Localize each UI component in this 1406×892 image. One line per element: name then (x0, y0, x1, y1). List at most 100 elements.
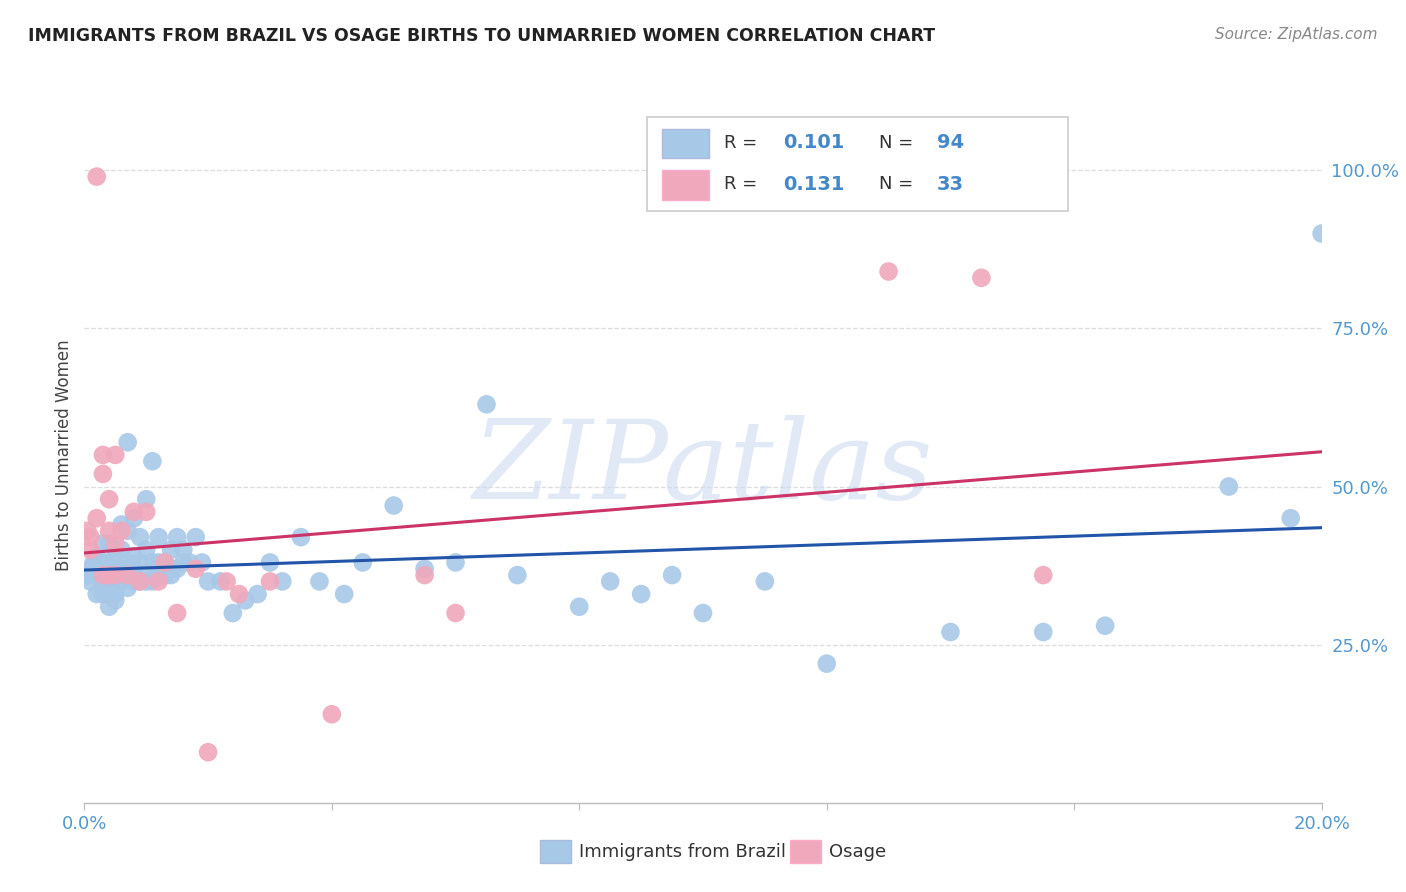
Text: Immigrants from Brazil: Immigrants from Brazil (579, 843, 786, 861)
Point (110, 574, 132, 589)
Point (166, 562, 188, 576)
Point (222, 606, 245, 620)
Point (110, 542, 132, 557)
Point (271, 574, 294, 589)
Point (98, 574, 121, 589)
Point (91, 556, 114, 570)
FancyBboxPatch shape (647, 118, 1069, 211)
Point (89, 562, 111, 576)
Point (129, 556, 152, 570)
Point (191, 556, 214, 570)
Point (122, 574, 145, 589)
Point (135, 542, 157, 557)
Point (104, 587, 127, 601)
Point (444, 556, 467, 570)
Point (148, 556, 170, 570)
Point (1032, 625, 1054, 640)
Point (413, 562, 436, 576)
Point (98, 556, 121, 570)
Point (197, 574, 219, 589)
FancyBboxPatch shape (662, 170, 709, 200)
Point (122, 549, 145, 563)
Point (352, 556, 374, 570)
Point (233, 593, 256, 607)
Point (160, 568, 183, 582)
Point (79, 542, 101, 557)
Point (104, 574, 127, 589)
Point (970, 270, 993, 285)
Point (122, 511, 145, 525)
Point (506, 568, 529, 582)
Text: 94: 94 (936, 133, 965, 152)
Point (104, 536, 127, 550)
Point (246, 587, 269, 601)
Point (1279, 511, 1302, 525)
Point (333, 587, 356, 601)
Text: R =: R = (724, 175, 763, 194)
Point (1310, 227, 1333, 241)
Text: 0.101: 0.101 (783, 133, 845, 152)
FancyBboxPatch shape (540, 840, 571, 863)
Point (110, 524, 132, 538)
Point (98, 568, 121, 582)
Point (79, 562, 101, 576)
Point (215, 574, 238, 589)
Point (141, 454, 163, 468)
Text: N =: N = (879, 134, 918, 152)
Point (104, 556, 127, 570)
Point (76, 568, 98, 582)
FancyBboxPatch shape (662, 128, 709, 158)
Point (1218, 479, 1240, 493)
Point (475, 397, 498, 411)
Point (148, 530, 170, 544)
Point (83, 556, 105, 570)
Point (815, 657, 838, 671)
Text: Osage: Osage (830, 843, 886, 861)
Point (104, 542, 127, 557)
Point (153, 568, 176, 582)
Point (129, 574, 152, 589)
Point (79, 530, 101, 544)
Point (91, 568, 114, 582)
Point (148, 574, 170, 589)
Text: R =: R = (724, 134, 763, 152)
Point (290, 530, 312, 544)
Point (117, 581, 139, 595)
Point (98, 536, 121, 550)
Point (79, 574, 101, 589)
Point (110, 562, 132, 576)
Point (259, 556, 281, 570)
Point (166, 530, 188, 544)
Point (91, 536, 114, 550)
Point (160, 542, 183, 557)
Point (91, 448, 114, 462)
Point (228, 587, 250, 601)
Text: ZIPatlas: ZIPatlas (472, 415, 934, 523)
Point (141, 556, 163, 570)
Point (86, 549, 108, 563)
Point (91, 587, 114, 601)
Point (91, 581, 114, 595)
Point (91, 574, 114, 589)
Point (877, 264, 900, 278)
Point (129, 530, 152, 544)
Point (184, 562, 207, 576)
Point (122, 562, 145, 576)
Point (141, 574, 163, 589)
Y-axis label: Births to Unmarried Women: Births to Unmarried Women (55, 339, 73, 571)
Point (135, 492, 157, 507)
Point (382, 499, 405, 513)
Point (939, 625, 962, 640)
Point (122, 505, 145, 519)
Point (104, 568, 127, 582)
Point (209, 574, 232, 589)
Point (1032, 568, 1054, 582)
Point (91, 467, 114, 481)
Point (86, 568, 108, 582)
Point (117, 435, 139, 450)
Point (98, 599, 121, 614)
Point (153, 556, 176, 570)
Point (179, 556, 201, 570)
Point (104, 448, 127, 462)
Point (98, 574, 121, 589)
